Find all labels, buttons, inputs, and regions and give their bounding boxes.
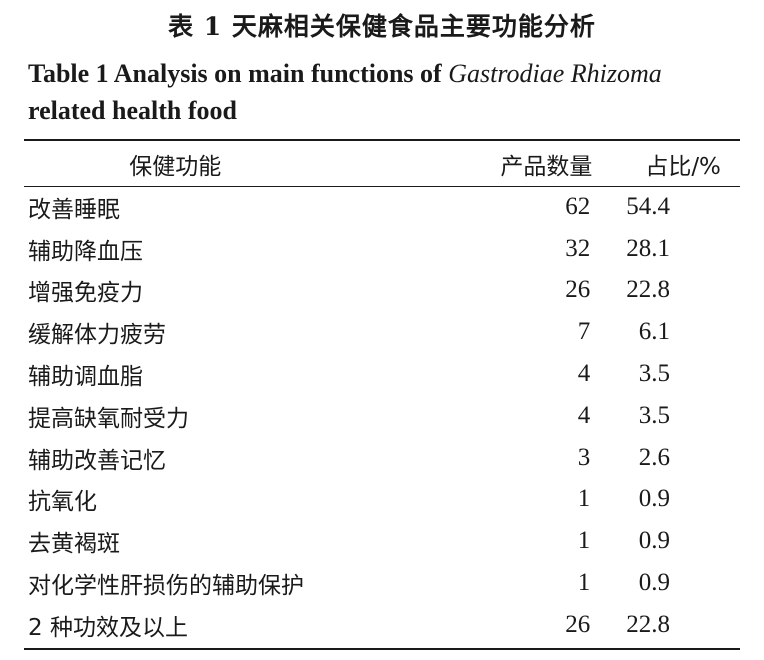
table-header-rule	[24, 186, 740, 187]
cell-count: 62	[565, 192, 591, 220]
cell-percent: 3.5	[638, 360, 670, 388]
cell-function: 增强免疫力	[28, 280, 143, 307]
header-function: 保健功能	[129, 153, 222, 180]
cell-function: 2 种功效及以上	[28, 614, 188, 641]
cell-percent: 0.9	[638, 569, 670, 597]
cell-count: 26	[565, 276, 591, 304]
cell-count: 1	[577, 485, 591, 513]
cell-function: 对化学性肝损伤的辅助保护	[28, 573, 304, 600]
title-en-suffix: related health food	[28, 96, 237, 125]
cell-percent: 2.6	[638, 443, 670, 471]
cell-percent: 3.5	[638, 401, 670, 429]
table-row: 抗氧化 1 0.9	[24, 479, 740, 521]
cell-count: 3	[577, 443, 591, 471]
table-row: 辅助降血压 32 28.1	[24, 228, 740, 270]
table-header-row: 保健功能 产品数量 占比/%	[24, 141, 740, 186]
cell-function: 提高缺氧耐受力	[28, 405, 189, 432]
cell-percent: 28.1	[626, 234, 670, 262]
table-row: 提高缺氧耐受力 4 3.5	[24, 395, 740, 437]
table-title-english: Table 1 Analysis on main functions of Ga…	[28, 55, 740, 129]
table-row: 缓解体力疲劳 7 6.1	[24, 311, 740, 353]
cell-function: 抗氧化	[28, 489, 97, 516]
cell-count: 1	[577, 527, 591, 555]
table-row: 增强免疫力 26 22.8	[24, 270, 740, 312]
table-title-chinese: 表 1 天麻相关保健食品主要功能分析	[168, 12, 596, 41]
cell-count: 7	[577, 318, 591, 346]
cell-function: 改善睡眠	[28, 196, 120, 223]
cell-percent: 22.8	[626, 610, 670, 638]
table-bottom-rule	[24, 648, 740, 650]
cell-count: 4	[577, 360, 591, 388]
table-top-rule	[24, 139, 740, 141]
cell-count: 4	[577, 401, 591, 429]
cell-percent: 6.1	[638, 318, 670, 346]
table-row: 对化学性肝损伤的辅助保护 1 0.9	[24, 562, 740, 604]
table-row: 2 种功效及以上 26 22.8	[24, 604, 740, 646]
title-en-prefix: Table 1 Analysis on main functions of	[28, 59, 449, 88]
cell-count: 26	[565, 610, 591, 638]
table-row: 改善睡眠 62 54.4	[24, 186, 740, 228]
cell-function: 缓解体力疲劳	[28, 322, 166, 349]
cell-function: 去黄褐斑	[28, 531, 120, 558]
header-percent: 占比/%	[645, 153, 721, 180]
cell-count: 32	[565, 234, 591, 262]
cell-count: 1	[577, 569, 591, 597]
cell-percent: 22.8	[626, 276, 670, 304]
table-row: 辅助调血脂 4 3.5	[24, 353, 740, 395]
title-en-species: Gastrodiae Rhizoma	[448, 59, 662, 88]
cell-function: 辅助调血脂	[28, 364, 143, 391]
cell-percent: 0.9	[638, 527, 670, 555]
cell-function: 辅助降血压	[28, 238, 143, 265]
cell-percent: 0.9	[638, 485, 670, 513]
table-row: 辅助改善记忆 3 2.6	[24, 437, 740, 479]
functions-table: 保健功能 产品数量 占比/% 改善睡眠 62 54.4 辅助降血压 32 28.…	[24, 141, 740, 646]
table-row: 去黄褐斑 1 0.9	[24, 520, 740, 562]
cell-percent: 54.4	[626, 192, 670, 220]
header-count: 产品数量	[500, 153, 593, 180]
cell-function: 辅助改善记忆	[28, 447, 166, 474]
